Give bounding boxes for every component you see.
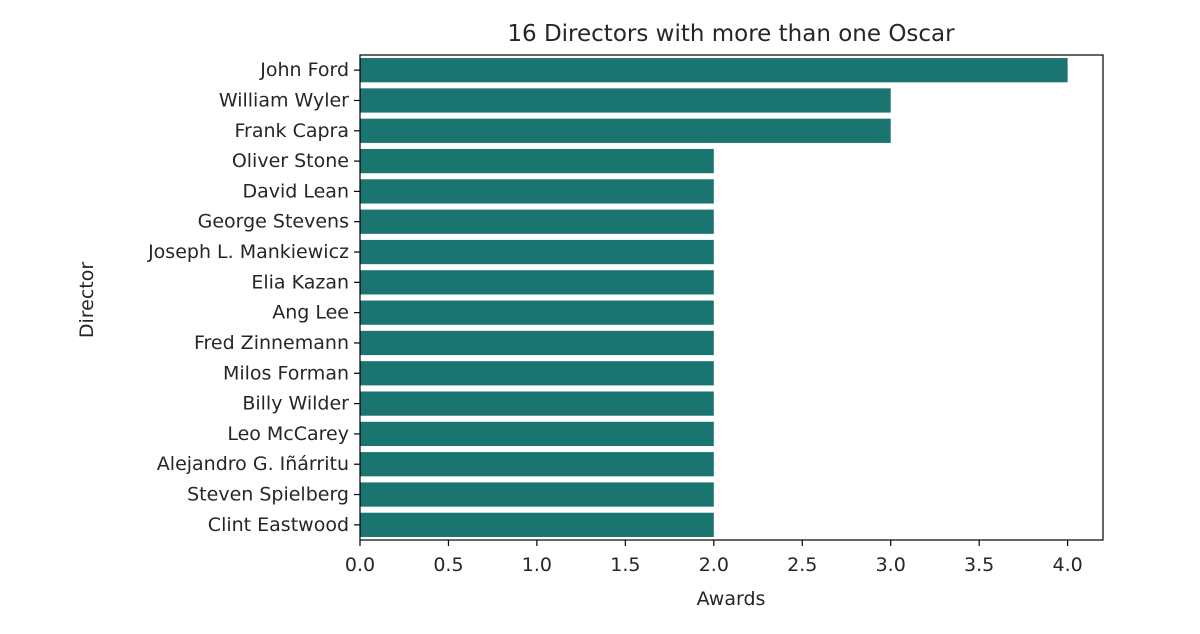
y-tick-label: Frank Capra — [234, 120, 349, 142]
bar — [360, 361, 714, 386]
y-tick-label: Fred Zinnemann — [194, 332, 349, 354]
y-tick-label: Billy Wilder — [242, 393, 349, 415]
y-axis-label: Director — [76, 262, 98, 339]
x-tick-label: 1.0 — [522, 554, 552, 576]
y-axis-ticks: John Ford William Wyler Frank Capra Oliver … — [147, 59, 360, 536]
bar — [360, 300, 714, 325]
x-axis-label: Awards — [697, 588, 766, 610]
bar — [360, 148, 714, 174]
y-tick-label: George Stevens — [198, 211, 349, 233]
x-tick-label: 1.5 — [610, 554, 640, 576]
x-tick-label: 0.0 — [345, 554, 375, 576]
x-tick-label: 4.0 — [1053, 554, 1083, 576]
y-tick-label: Joseph L. Mankiewicz — [147, 241, 349, 263]
bar — [360, 421, 714, 447]
bar — [360, 179, 714, 204]
x-tick-label: 3.0 — [876, 554, 906, 576]
x-tick-label: 2.0 — [699, 554, 729, 576]
y-tick-label: Steven Spielberg — [187, 484, 349, 506]
bar — [360, 239, 714, 265]
bar — [360, 58, 1068, 83]
y-tick-label: Leo McCarey — [227, 423, 349, 445]
x-tick-label: 3.5 — [964, 554, 994, 576]
y-tick-label: John Ford — [259, 59, 349, 81]
y-tick-label: William Wyler — [219, 89, 349, 111]
y-tick-label: Alejandro G. Iñárritu — [157, 453, 349, 475]
bar — [360, 88, 891, 113]
bar — [360, 209, 714, 234]
x-tick-label: 2.5 — [787, 554, 817, 576]
bar — [360, 452, 714, 477]
bar — [360, 391, 714, 416]
bar — [360, 330, 714, 356]
y-tick-label: Oliver Stone — [232, 150, 349, 172]
y-tick-label: David Lean — [242, 180, 349, 202]
y-tick-label: Elia Kazan — [251, 271, 349, 293]
x-axis-ticks: 0.0 0.5 1.0 1.5 2.0 2.5 3.0 3.5 4.0 — [345, 540, 1083, 576]
bar — [360, 270, 714, 295]
bar — [360, 118, 891, 143]
y-tick-label: Ang Lee — [272, 302, 349, 324]
bar — [360, 482, 714, 507]
plot-frame — [359, 54, 1104, 541]
bar — [360, 512, 714, 537]
y-tick-label: Milos Forman — [223, 362, 349, 384]
x-tick-label: 0.5 — [433, 554, 463, 576]
chart-title: 16 Directors with more than one Oscar — [507, 21, 955, 47]
bars-group — [360, 58, 1068, 537]
y-tick-label: Clint Eastwood — [208, 514, 349, 536]
